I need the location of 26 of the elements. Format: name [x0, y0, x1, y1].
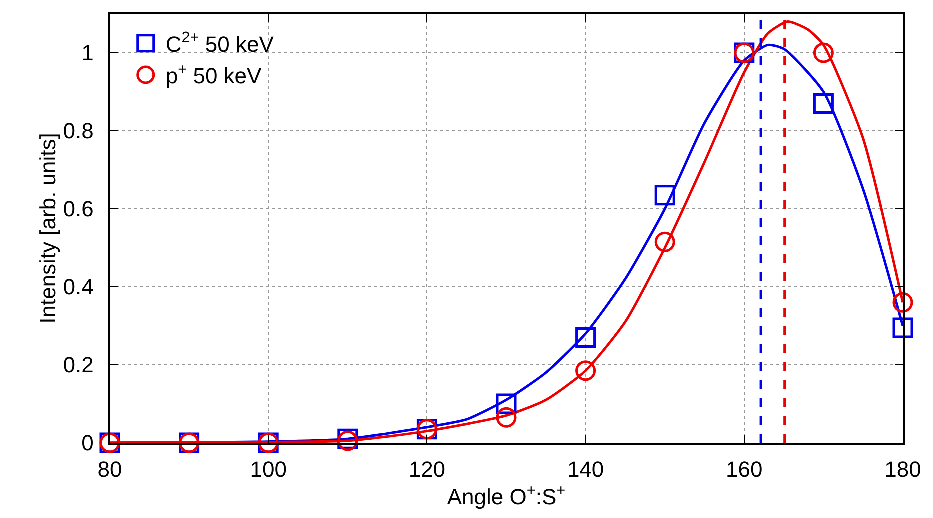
point [813, 42, 834, 64]
x-tick-label: 180 [884, 457, 922, 482]
point [892, 292, 914, 313]
y-tick-label: 0.4 [63, 274, 94, 300]
legend-label: C$^{2+}$ 50 keV [166, 30, 274, 57]
x-tick-label: 80 [98, 457, 122, 482]
point [892, 318, 914, 338]
point [654, 232, 676, 252]
point [496, 407, 517, 428]
point [576, 360, 596, 382]
y-tick-label: 0.6 [63, 196, 94, 222]
y-axis-title: Intensity [arb. units] [36, 133, 60, 324]
point [576, 327, 596, 348]
legend-label: p$^{+}$ 50 keV [166, 61, 262, 89]
x-tick-label: 100 [250, 457, 287, 482]
x-tick-label: 160 [726, 457, 763, 482]
x-axis-title: Angle O$^{+}$:S$^{+}$ [447, 482, 566, 510]
y-tick-label: 0.2 [63, 352, 94, 378]
point [813, 93, 834, 114]
y-tick-label: 1 [82, 40, 94, 66]
y-tick-label: 0 [82, 430, 94, 456]
point [496, 394, 517, 414]
x-tick-label: 140 [567, 457, 604, 482]
point [654, 185, 676, 206]
y-tick-label: 0.8 [63, 118, 94, 144]
x-tick-label: 120 [408, 457, 446, 482]
